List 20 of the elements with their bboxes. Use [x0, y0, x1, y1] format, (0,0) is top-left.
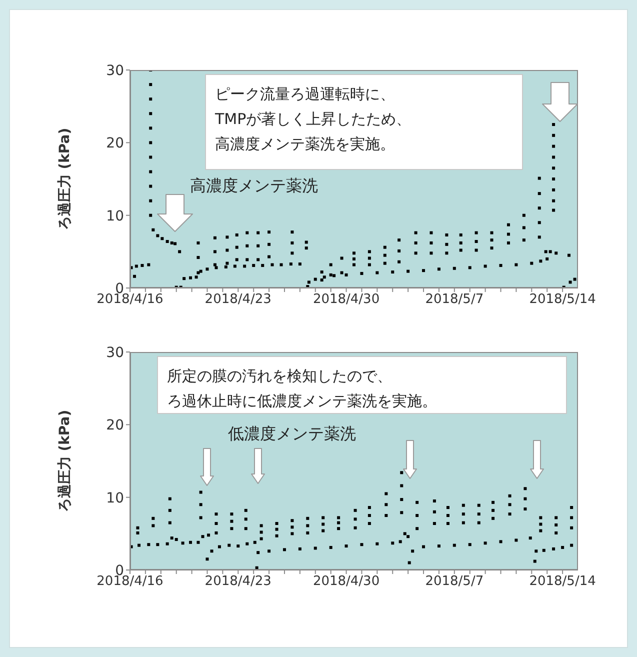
- y-tick-label: 30: [106, 344, 124, 361]
- x-tick-label: 2018/4/30: [312, 292, 380, 308]
- x-tick-label: 2018/4/23: [204, 292, 272, 308]
- annotation: ピーク流量ろ過運転時に、TMPが著しく上昇したため、高濃度メンテ薬洗を実施。: [215, 84, 412, 155]
- x-tick-label: 2018/5/14: [529, 574, 596, 590]
- y-axis-title: ろ過圧力 (kPa): [56, 128, 73, 230]
- x-tick-label: 2018/5/7: [425, 574, 484, 590]
- x-tick-label: 2018/4/23: [204, 574, 272, 590]
- x-tick-label: 2018/5/7: [425, 292, 484, 308]
- y-tick-label: 10: [106, 208, 124, 224]
- y-tick-label: 30: [106, 62, 124, 79]
- annotation: 所定の膜の汚れを検知したので、ろ過休止時に低濃度メンテ薬洗を実施。: [167, 366, 438, 412]
- y-tick-label: 10: [106, 490, 124, 506]
- x-tick-label: 2018/4/30: [312, 574, 380, 590]
- y-tick-label: 20: [106, 136, 124, 152]
- annotation: 低濃度メンテ薬洗: [228, 424, 356, 444]
- y-tick-label: 20: [106, 418, 124, 434]
- annotation: 高濃度メンテ薬洗: [190, 176, 318, 196]
- x-tick-label: 2018/5/14: [529, 292, 596, 308]
- y-axis-title: ろ過圧力 (kPa): [56, 410, 73, 512]
